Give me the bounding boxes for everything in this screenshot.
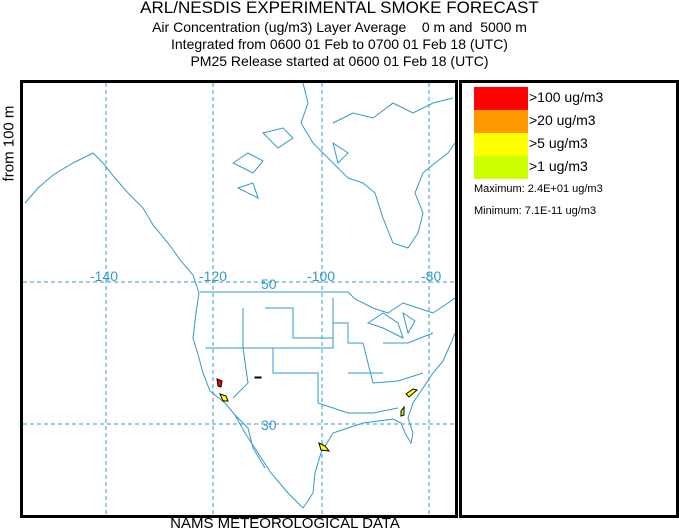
legend-minimum: Minimum: 7.1E-11 ug/m3 (474, 205, 597, 217)
legend-swatch-100 (474, 87, 528, 110)
lon-label-140: -140 (90, 268, 118, 284)
plume-utah (254, 376, 262, 379)
map-panel: -140 -120 -100 -80 50 30 (20, 80, 458, 518)
legend-label-100: >100 ug/m3 (529, 89, 604, 105)
side-label-text: from 100 m (0, 105, 18, 182)
legend-swatch-1 (474, 156, 528, 179)
side-label: from 100 m (0, 100, 20, 190)
lon-label-120: -120 (199, 268, 227, 284)
legend-swatch-5 (474, 133, 528, 156)
graticule (23, 83, 455, 515)
lon-label-100: -100 (307, 268, 335, 284)
map-svg: -140 -120 -100 -80 50 30 (23, 82, 456, 515)
legend-panel: >100 ug/m3 >20 ug/m3 >5 ug/m3 >1 ug/m3 M… (459, 80, 679, 518)
plume-california-north (216, 378, 223, 388)
subtitle-integration: Integrated from 0600 01 Feb to 0700 01 F… (171, 36, 508, 52)
smoke-plumes (216, 376, 419, 452)
legend-swatch-20 (474, 110, 528, 133)
plume-mexico (318, 442, 331, 452)
lat-label-50: 50 (261, 276, 277, 292)
plume-carolina (405, 388, 419, 398)
legend-maximum: Maximum: 2.4E+01 ug/m3 (474, 183, 603, 195)
chart-title: ARL/NESDIS EXPERIMENTAL SMOKE FORECAST (140, 0, 539, 17)
legend-label-1: >1 ug/m3 (529, 158, 588, 174)
plume-georgia (400, 405, 405, 417)
lat-label-30: 30 (261, 417, 277, 433)
footer-label: NAMS METEOROLOGICAL DATA (170, 515, 400, 532)
legend-label-20: >20 ug/m3 (529, 112, 596, 128)
subtitle-release: PM25 Release started at 0600 01 Feb 18 (… (190, 53, 489, 69)
coastlines (24, 82, 456, 509)
legend-label-5: >5 ug/m3 (529, 135, 588, 151)
lon-label-80: -80 (421, 268, 441, 284)
subtitle-layer: Air Concentration (ug/m3) Layer Average … (152, 19, 527, 35)
plume-california-south (219, 393, 229, 402)
